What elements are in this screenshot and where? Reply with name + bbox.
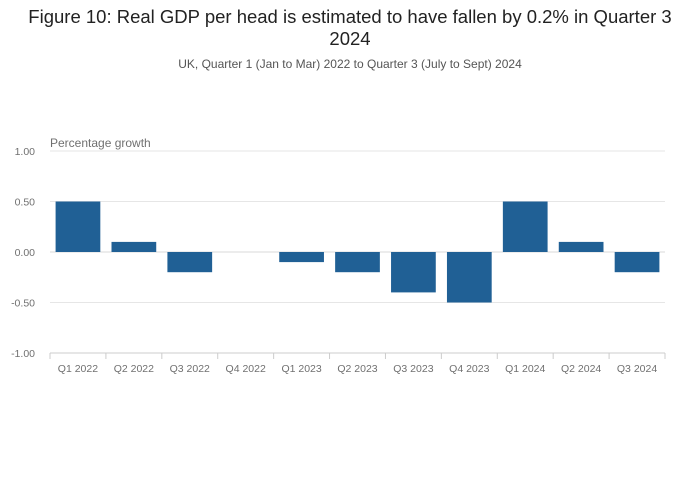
- x-tick-label: Q2 2023: [337, 363, 377, 375]
- bar-q1-2022[interactable]: [55, 201, 101, 253]
- x-tick-label: Q3 2024: [617, 363, 657, 375]
- bar-q2-2022[interactable]: [111, 241, 157, 252]
- y-tick-label: 0.00: [15, 247, 36, 259]
- x-tick-label: Q3 2023: [393, 363, 433, 375]
- x-tick-label: Q1 2022: [58, 363, 98, 375]
- chart-title: Figure 10: Real GDP per head is estimate…: [28, 6, 672, 49]
- bar-q3-2023[interactable]: [391, 252, 436, 293]
- y-axis-label: Percentage growth: [50, 136, 151, 150]
- x-tick-label: Q4 2023: [449, 363, 489, 375]
- y-tick-label: -0.50: [11, 298, 35, 310]
- y-tick-label: 0.50: [15, 197, 36, 209]
- x-tick-label: Q1 2024: [505, 363, 545, 375]
- bar-q3-2024[interactable]: [614, 252, 660, 273]
- chart-subtitle: UK, Quarter 1 (Jan to Mar) 2022 to Quart…: [178, 57, 522, 71]
- bar-q3-2022[interactable]: [167, 252, 213, 273]
- x-tick-label: Q3 2022: [170, 363, 210, 375]
- bar-q4-2023[interactable]: [446, 252, 492, 303]
- y-tick-label: 1.00: [15, 146, 36, 158]
- x-tick-label: Q4 2022: [226, 363, 266, 375]
- bar-q1-2023[interactable]: [279, 252, 324, 263]
- y-tick-label: -1.00: [11, 348, 35, 360]
- x-tick-label: Q2 2024: [561, 363, 601, 375]
- x-tick-label: Q2 2022: [114, 363, 154, 375]
- bar-q1-2024[interactable]: [502, 201, 548, 253]
- x-tick-label: Q1 2023: [281, 363, 321, 375]
- bar-q2-2024[interactable]: [558, 241, 604, 252]
- bar-q2-2023[interactable]: [335, 252, 380, 273]
